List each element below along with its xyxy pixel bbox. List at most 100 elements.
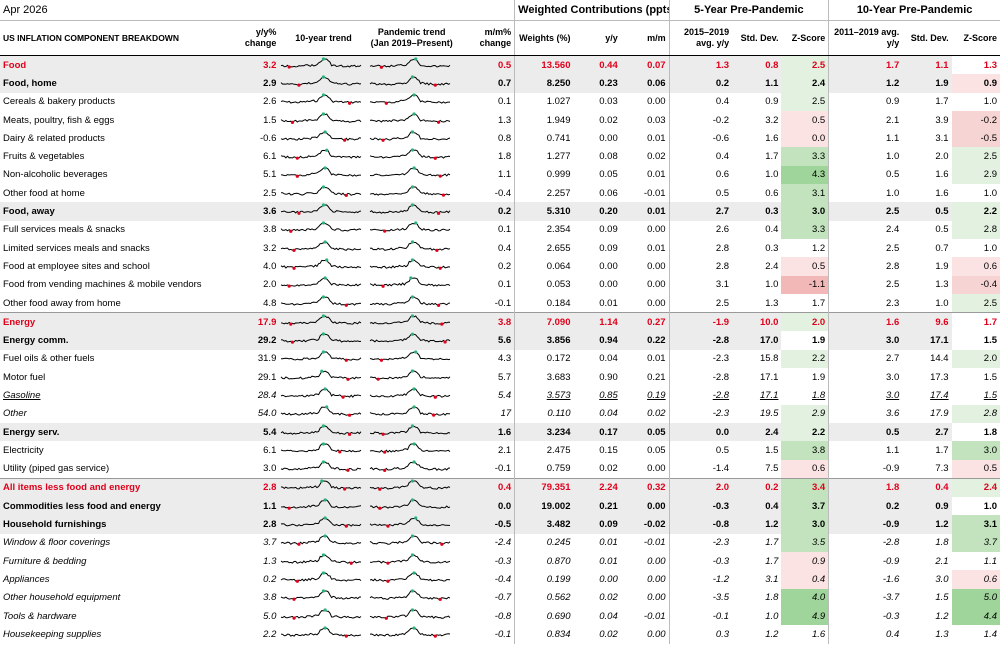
cell-s5: 17.1 [759,389,779,401]
cell-mm: 0.7 [455,74,515,93]
cell-s5: 1.5 [765,444,779,456]
cell-z10: 2.0 [951,349,1000,369]
cell-trend10 [279,534,367,552]
cell-a5: -2.3 [668,404,733,423]
cell-a5: 0.4 [668,147,733,166]
row-label: Other [3,408,27,420]
cell-wmm: 0.01 [620,202,670,221]
cell-w: 8.250 [514,74,574,93]
sparkline [369,240,450,252]
cell-s10: 7.3 [935,463,949,475]
cell-a5: -0.2 [668,110,733,130]
row-label: Other household equipment [3,592,121,604]
cell-s5: 2.4 [732,422,782,442]
table-row: Full services meals & snacks 3.8 0.1 2.354 0… [0,220,1000,239]
cell-w: 1.949 [514,110,574,130]
cell-wmm: 0.01 [647,353,666,365]
cell-z5: 2.5 [781,55,829,75]
row-label: Household furnishings [0,515,229,534]
cell-a5: -3.5 [668,588,733,607]
table-row: Energy 17.9 3.8 7.090 1.14 0.27 -1.9 10.0 2.0 1.6… [0,312,1000,332]
cell-a10: 3.0 [828,386,903,405]
cell-z10: 2.5 [951,293,1000,313]
cell-pandemic [367,55,456,75]
cell-yy: 6.1 [263,444,277,456]
sparkline [369,405,450,418]
sparkline [281,442,362,454]
cell-z5: 3.0 [781,202,829,221]
cell-wyy: 0.21 [573,497,621,516]
cell-yy: 5.1 [263,169,277,181]
cell-pandemic [368,294,456,313]
cell-trend10 [279,607,367,625]
cell-z5: -1.1 [781,275,829,294]
cell-s10: 3.9 [935,114,949,126]
cell-pandemic [368,129,456,147]
row-label: Non-alcoholic beverages [3,169,108,181]
table-row: Other household equipment 3.8 -0.7 0.562 0.0… [0,588,1000,607]
cell-trend10 [279,202,368,221]
table-body: Food 3.2 0.5 13.560 0.44 0.07 1.3 0.8 2.5 1.7 1.1 1… [0,55,1000,644]
cell-s5: 1.2 [765,628,779,640]
cell-a10: 0.5 [828,422,903,442]
cell-a10: -0.9 [828,459,903,479]
cell-z5: 1.8 [781,386,829,405]
cell-s5: 3.1 [765,573,779,585]
cell-s5: 1.1 [732,74,782,93]
cell-z10: 5.0 [951,588,1000,607]
cell-w: 2.257 [514,184,574,203]
cell-wyy: 0.23 [573,74,621,93]
cell-a10: -0.9 [828,515,903,534]
cell-trend10 [279,515,368,534]
table-row: Other food at home 2.5 -0.4 2.257 0.06 -0.01 0… [0,184,1000,203]
cell-wyy: 1.14 [573,312,621,332]
cell-mm: -0.4 [494,187,512,199]
cell-s10: 2.7 [902,422,952,442]
cell-a10: 2.5 [828,202,903,221]
cell-s10: 2.1 [935,555,949,567]
cell-z10: 3.7 [951,533,1000,553]
cell-z10: 2.4 [951,477,1000,498]
cell-s5: 0.3 [732,202,782,221]
cell-s10: 3.1 [935,132,949,144]
group-header-row: Apr 2026 Weighted Contributions (ppts)* … [0,0,1000,21]
cell-mm: 2.1 [497,444,512,456]
table-row: Energy serv. 5.4 1.6 3.234 0.17 0.05 0.0 2.4 2.2… [0,422,1000,442]
cell-mm: -2.4 [494,537,512,549]
cell-a10: 2.8 [828,257,903,276]
cell-pandemic [368,607,456,625]
cell-s5: 17.0 [732,331,782,350]
cell-s5: 17.1 [759,371,779,383]
trend10-header: 10-year trend [279,20,368,56]
cell-w: 3.683 [514,368,574,387]
cell-s5: 1.7 [765,151,779,163]
cell-z10: 1.0 [951,184,1000,203]
sparkline [369,276,450,289]
cell-a5: -1.2 [668,570,733,589]
cell-s10: 17.4 [930,389,949,401]
cell-yy: 54.0 [257,408,277,420]
cell-pandemic [367,422,456,442]
cell-a10: 3.0 [828,331,903,350]
table-row: Food, home 2.9 0.7 8.250 0.23 0.06 0.2 1.1 2.4 1.… [0,74,1000,93]
cell-pandemic [368,147,456,165]
cell-z5: 4.9 [781,606,829,626]
sparkline [369,387,450,399]
cell-s5: 0.9 [765,96,779,108]
row-label: Food [0,55,229,75]
cell-a5: 0.5 [668,184,733,203]
cell-trend10 [279,294,367,313]
sparkline [281,571,362,583]
cell-w: 2.475 [514,441,574,460]
cell-a5: -2.3 [668,533,733,553]
table-row: Motor fuel 29.1 5.7 3.683 0.90 0.21 -2.8 17.1 1.… [0,368,1000,387]
cell-w: 0.999 [514,165,574,185]
cell-yy: 3.6 [228,202,280,221]
cell-z5: 0.9 [781,552,829,571]
cell-s5: 1.0 [765,610,779,622]
cell-pandemic [367,515,456,534]
cell-z5: 1.7 [781,293,829,313]
cell-wmm: 0.00 [647,463,666,475]
wmm-header: m/m [620,20,670,56]
cell-trend10 [279,497,368,516]
